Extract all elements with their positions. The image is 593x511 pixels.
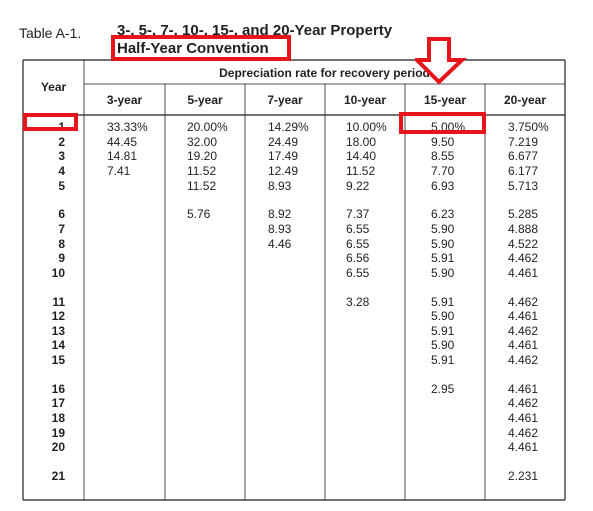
rate-20-year-cell: 4.461: [508, 338, 539, 353]
rate-7-year-cell: 17.49: [268, 149, 299, 164]
year-cell: 4: [58, 163, 65, 178]
rate-15-year-cell: 2.95: [431, 381, 455, 396]
year-cell: 12: [51, 309, 65, 324]
rate-5-year-cell: 11.52: [187, 163, 217, 178]
col-header-20-year: 20-year: [503, 93, 547, 107]
recovery-period-header: Depreciation rate for recovery period: [219, 66, 430, 80]
rate-20-year-cell: 4.462: [508, 396, 539, 411]
rate-10-year-cell: 10.00%: [346, 120, 387, 134]
col-header-3-year: 3-year: [106, 93, 143, 107]
year-cell: 6: [58, 207, 65, 222]
rate-15-year-cell: 5.90: [431, 309, 455, 324]
table-title: 3-, 5-, 7-, 10-, 15-, and 20-Year Proper…: [117, 22, 393, 39]
rate-7-year-cell: 8.93: [268, 221, 292, 236]
rate-10-year-cell: 14.40: [346, 149, 377, 164]
rate-10-year-cell: 7.37: [346, 207, 370, 222]
rate-15-year-cell: 6.23: [431, 207, 455, 222]
rate-10-year-cell: 6.55: [346, 265, 370, 280]
rate-10-year-cell: 6.55: [346, 236, 370, 251]
rate-3-year-cell: 44.45: [107, 134, 138, 149]
year-cell: 18: [51, 411, 65, 426]
col-header-10-year: 10-year: [343, 93, 387, 107]
rate-20-year-cell: 6.177: [508, 163, 539, 178]
rate-7-year-cell: 4.46: [268, 236, 292, 251]
rate-20-year-cell: 4.462: [508, 323, 539, 338]
rate-3-year-cell: 33.33%: [107, 120, 148, 134]
rate-7-year-cell: 8.92: [268, 207, 292, 222]
rate-10-year-cell: 6.56: [346, 251, 370, 266]
rate-5-year-cell: 19.20: [187, 149, 218, 164]
year-header: Year: [40, 80, 67, 94]
rate-15-year-cell: 7.70: [431, 163, 455, 178]
rate-20-year-cell: 4.461: [508, 411, 539, 426]
rate-20-year-cell: 4.461: [508, 309, 539, 324]
rate-15-year-cell: 5.00%: [431, 120, 466, 134]
rate-20-year-cell: 7.219: [508, 134, 539, 149]
col-header-7-year: 7-year: [267, 93, 303, 107]
rate-10-year-cell: 11.52: [346, 163, 376, 178]
rate-7-year-cell: 24.49: [268, 134, 299, 149]
rate-15-year-cell: 6.93: [431, 178, 455, 193]
rate-20-year-cell: 3.750%: [508, 120, 549, 134]
year-cell: 3: [58, 149, 65, 164]
down-arrow-icon: [415, 37, 467, 85]
year-cell: 14: [51, 338, 65, 353]
col-header-5-year: 5-year: [187, 93, 223, 107]
rate-3-year-cell: 7.41: [107, 163, 131, 178]
year-cell: 7: [58, 221, 65, 236]
rate-15-year-cell: 5.90: [431, 265, 455, 280]
table-label: Table A-1.: [19, 25, 82, 41]
rate-20-year-cell: 4.461: [508, 381, 539, 396]
year-cell: 8: [58, 236, 65, 251]
rate-20-year-cell: 6.677: [508, 149, 539, 164]
rate-5-year-cell: 32.00: [187, 134, 218, 149]
rate-20-year-cell: 4.888: [508, 221, 539, 236]
year-cell: 21: [51, 469, 65, 483]
rate-20-year-cell: 5.285: [508, 207, 539, 222]
rate-20-year-cell: 4.462: [508, 251, 539, 266]
rate-5-year-cell: 5.76: [187, 207, 211, 222]
rate-7-year-cell: 8.93: [268, 178, 292, 193]
rate-15-year-cell: 5.90: [431, 221, 455, 236]
rate-10-year-cell: 18.00: [346, 134, 377, 149]
col-header-15-year: 15-year: [423, 93, 467, 107]
rate-5-year-cell: 20.00%: [187, 120, 228, 134]
rate-20-year-cell: 4.461: [508, 440, 539, 455]
year-cell: 16: [51, 381, 65, 396]
year-cell: 9: [58, 251, 65, 266]
year-cell: 19: [51, 425, 65, 440]
rate-10-year-cell: 6.55: [346, 221, 370, 236]
rate-15-year-cell: 5.90: [431, 236, 455, 251]
rate-20-year-cell: 2.231: [508, 469, 539, 483]
rate-3-year-cell: 14.81: [107, 149, 138, 164]
rate-15-year-cell: 5.91: [431, 251, 455, 266]
rate-15-year-cell: 5.91: [431, 294, 455, 309]
year-cell: 1: [58, 120, 65, 134]
year-cell: 13: [51, 323, 65, 338]
rate-15-year-cell: 5.90: [431, 338, 455, 353]
rate-10-year-cell: 9.22: [346, 178, 370, 193]
rate-5-year-cell: 11.52: [187, 178, 217, 193]
rate-7-year-cell: 12.49: [268, 163, 299, 178]
rate-20-year-cell: 4.462: [508, 425, 539, 440]
rate-15-year-cell: 5.91: [431, 323, 455, 338]
rate-20-year-cell: 4.462: [508, 294, 539, 309]
rate-7-year-cell: 14.29%: [268, 120, 309, 134]
table-subtitle: Half-Year Convention: [117, 40, 269, 57]
rate-20-year-cell: 4.462: [508, 353, 539, 368]
year-cell: 11: [52, 294, 65, 309]
year-cell: 20: [51, 440, 65, 455]
rate-15-year-cell: 8.55: [431, 149, 455, 164]
rate-20-year-cell: 5.713: [508, 178, 539, 193]
rate-20-year-cell: 4.522: [508, 236, 539, 251]
year-cell: 10: [51, 265, 65, 280]
rate-20-year-cell: 4.461: [508, 265, 539, 280]
year-cell: 17: [51, 396, 65, 411]
year-cell: 2: [58, 134, 65, 149]
year-cell: 15: [51, 353, 65, 368]
rate-15-year-cell: 5.91: [431, 353, 455, 368]
year-cell: 5: [58, 178, 65, 193]
rate-15-year-cell: 9.50: [431, 134, 455, 149]
rate-10-year-cell: 3.28: [346, 294, 370, 309]
